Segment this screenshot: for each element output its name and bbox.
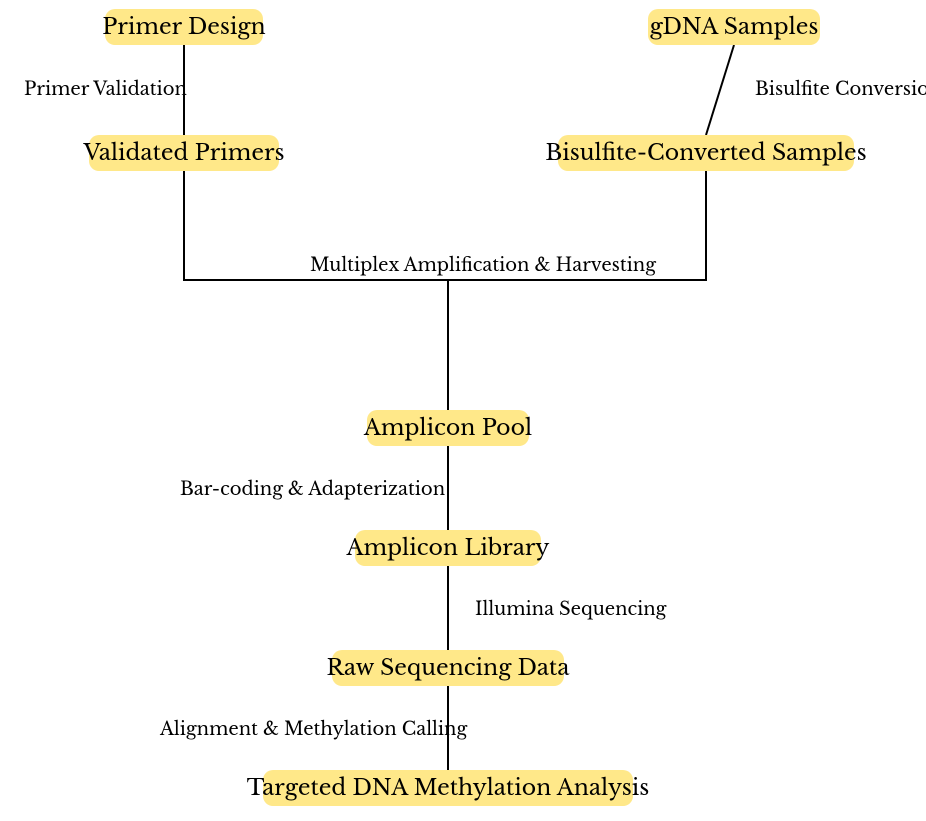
edge-label: Primer Validation <box>24 78 187 100</box>
node-amplicon-library: Amplicon Library <box>346 530 550 566</box>
node-label: Raw Sequencing Data <box>327 654 571 681</box>
edge <box>706 45 734 135</box>
node-validated-primers: Validated Primers <box>83 135 285 171</box>
nodes-layer: Primer Design gDNA Samples Validated Prime… <box>83 9 867 806</box>
edge-label: Alignment & Methylation Calling <box>159 718 467 740</box>
node-bisulfite-samples: Bisulfite-Converted Samples <box>545 135 866 171</box>
node-amplicon-pool: Amplicon Pool <box>363 410 532 446</box>
edge-labels-layer: Primer Validation Bisulfite Conversion Mul… <box>24 78 926 740</box>
node-raw-seq-data: Raw Sequencing Data <box>327 650 571 686</box>
node-label: Amplicon Library <box>346 534 550 561</box>
node-label: Validated Primers <box>83 139 285 166</box>
node-final-analysis: Targeted DNA Methylation Analysis <box>247 770 650 806</box>
node-label: Bisulfite-Converted Samples <box>545 139 866 166</box>
node-label: gDNA Samples <box>650 13 819 40</box>
edge <box>184 171 706 410</box>
node-label: Primer Design <box>102 13 265 40</box>
edge-label: Bar-coding & Adapterization <box>180 478 445 500</box>
edge-label: Bisulfite Conversion <box>755 78 926 100</box>
node-label: Targeted DNA Methylation Analysis <box>247 774 650 801</box>
node-gdna-samples: gDNA Samples <box>648 9 820 45</box>
edge-label: Multiplex Amplification & Harvesting <box>310 254 656 276</box>
edge-label: Illumina Sequencing <box>475 598 667 620</box>
node-primer-design: Primer Design <box>102 9 265 45</box>
workflow-flowchart: Primer Design gDNA Samples Validated Prime… <box>0 0 926 821</box>
node-label: Amplicon Pool <box>363 414 532 441</box>
